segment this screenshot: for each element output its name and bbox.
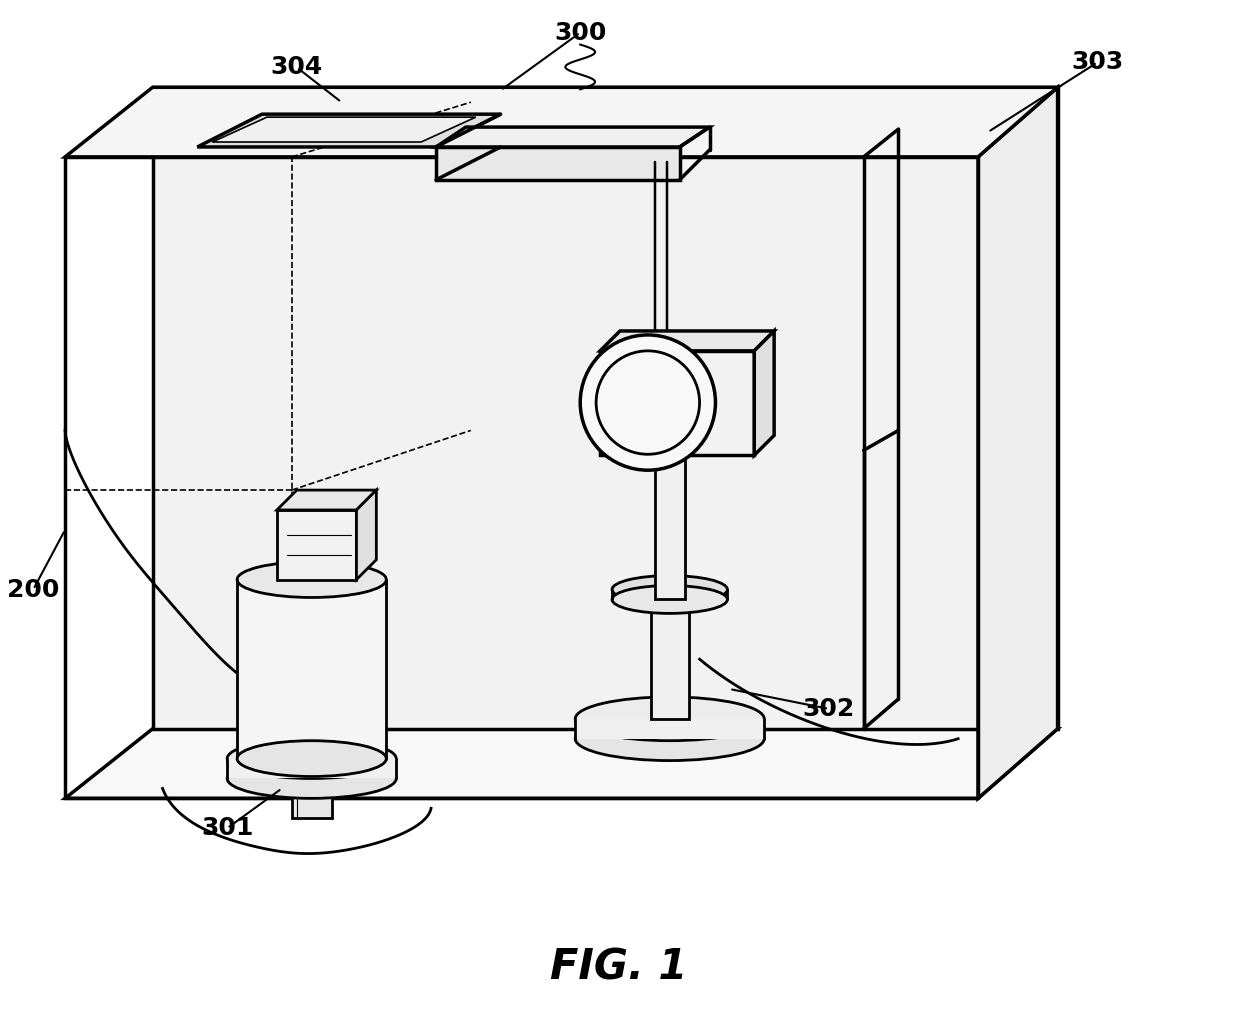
Polygon shape (600, 331, 774, 350)
Ellipse shape (237, 740, 387, 777)
Polygon shape (197, 114, 501, 147)
Polygon shape (600, 350, 755, 456)
Polygon shape (436, 127, 710, 147)
Text: 300: 300 (554, 20, 606, 44)
Polygon shape (66, 87, 1058, 157)
Ellipse shape (227, 738, 396, 779)
Ellipse shape (580, 335, 715, 471)
Text: 301: 301 (201, 816, 253, 840)
Text: 200: 200 (7, 578, 59, 602)
Polygon shape (237, 580, 387, 759)
Ellipse shape (596, 350, 700, 454)
Polygon shape (575, 719, 764, 738)
Polygon shape (66, 729, 1058, 798)
Polygon shape (227, 759, 396, 779)
Polygon shape (755, 331, 774, 456)
Ellipse shape (612, 586, 727, 613)
Ellipse shape (612, 576, 727, 603)
Ellipse shape (575, 717, 764, 761)
Polygon shape (152, 87, 1058, 729)
Ellipse shape (237, 562, 387, 598)
Ellipse shape (227, 759, 396, 798)
Polygon shape (292, 789, 332, 818)
Polygon shape (212, 117, 476, 142)
Polygon shape (357, 490, 377, 580)
Text: FIG. 1: FIG. 1 (550, 946, 688, 989)
Polygon shape (276, 510, 357, 580)
Text: 302: 302 (803, 697, 855, 721)
Polygon shape (978, 87, 1058, 798)
Polygon shape (436, 147, 680, 180)
Polygon shape (650, 590, 689, 719)
Polygon shape (654, 456, 685, 600)
Text: 304: 304 (270, 56, 323, 80)
Ellipse shape (575, 697, 764, 740)
Polygon shape (276, 490, 377, 510)
Text: 303: 303 (1072, 50, 1124, 75)
